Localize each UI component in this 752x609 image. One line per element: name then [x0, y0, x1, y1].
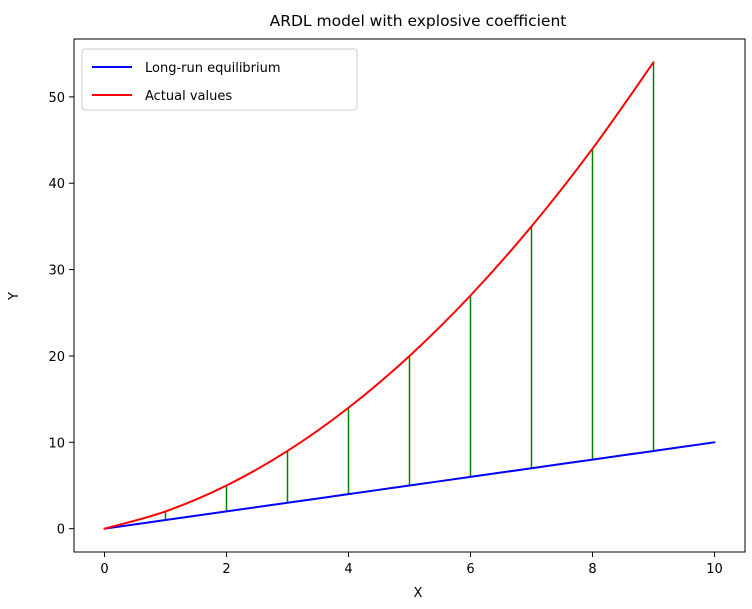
legend-box: [81, 48, 358, 111]
chart-title: ARDL model with explosive coefficient: [270, 12, 567, 30]
x-tick-label-2: 2: [222, 562, 230, 577]
y-tick-label-10: 10: [48, 436, 65, 451]
x-tick-label-8: 8: [588, 562, 596, 577]
y-axis-label: Y: [7, 292, 22, 301]
legend-label-0: Long-run equilibrium: [145, 61, 281, 76]
plot-area: [103, 61, 716, 530]
x-tick-label-6: 6: [466, 562, 474, 577]
x-axis: 0 2 4 6 8 10: [100, 552, 723, 577]
x-tick-label-4: 4: [344, 562, 352, 577]
x-tick-label-0: 0: [100, 562, 108, 577]
y-tick-label-30: 30: [48, 264, 65, 279]
x-axis-label: X: [414, 586, 423, 601]
y-tick-label-20: 20: [48, 350, 65, 365]
y-tick-label-40: 40: [48, 177, 65, 192]
plot-frame: [73, 38, 746, 553]
series-line-actual-values: [103, 61, 655, 530]
legend-label-1: Actual values: [145, 89, 232, 104]
y-tick-label-0: 0: [57, 523, 65, 538]
series-line-long-run-equilibrium: [103, 441, 716, 530]
y-axis: 0 10 20 30 40 50: [48, 91, 74, 538]
x-tick-label-10: 10: [706, 562, 723, 577]
legend: Long-run equilibrium Actual values: [81, 48, 358, 111]
y-tick-label-50: 50: [48, 91, 65, 106]
